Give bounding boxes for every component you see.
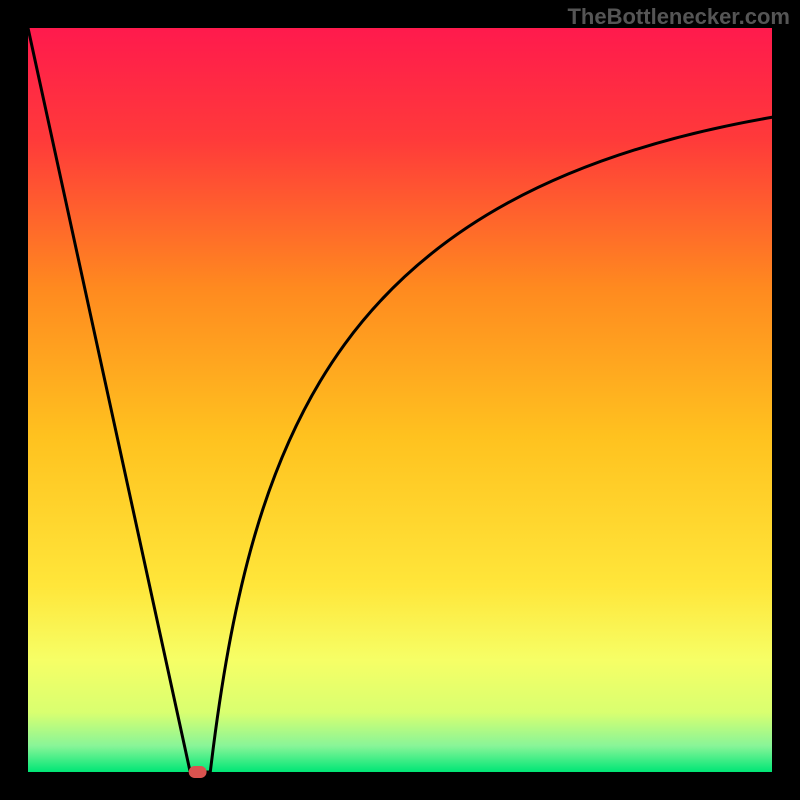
min-marker [189, 766, 207, 778]
bottleneck-chart [0, 0, 800, 800]
plot-area [28, 28, 772, 772]
chart-frame: TheBottlenecker.com [0, 0, 800, 800]
